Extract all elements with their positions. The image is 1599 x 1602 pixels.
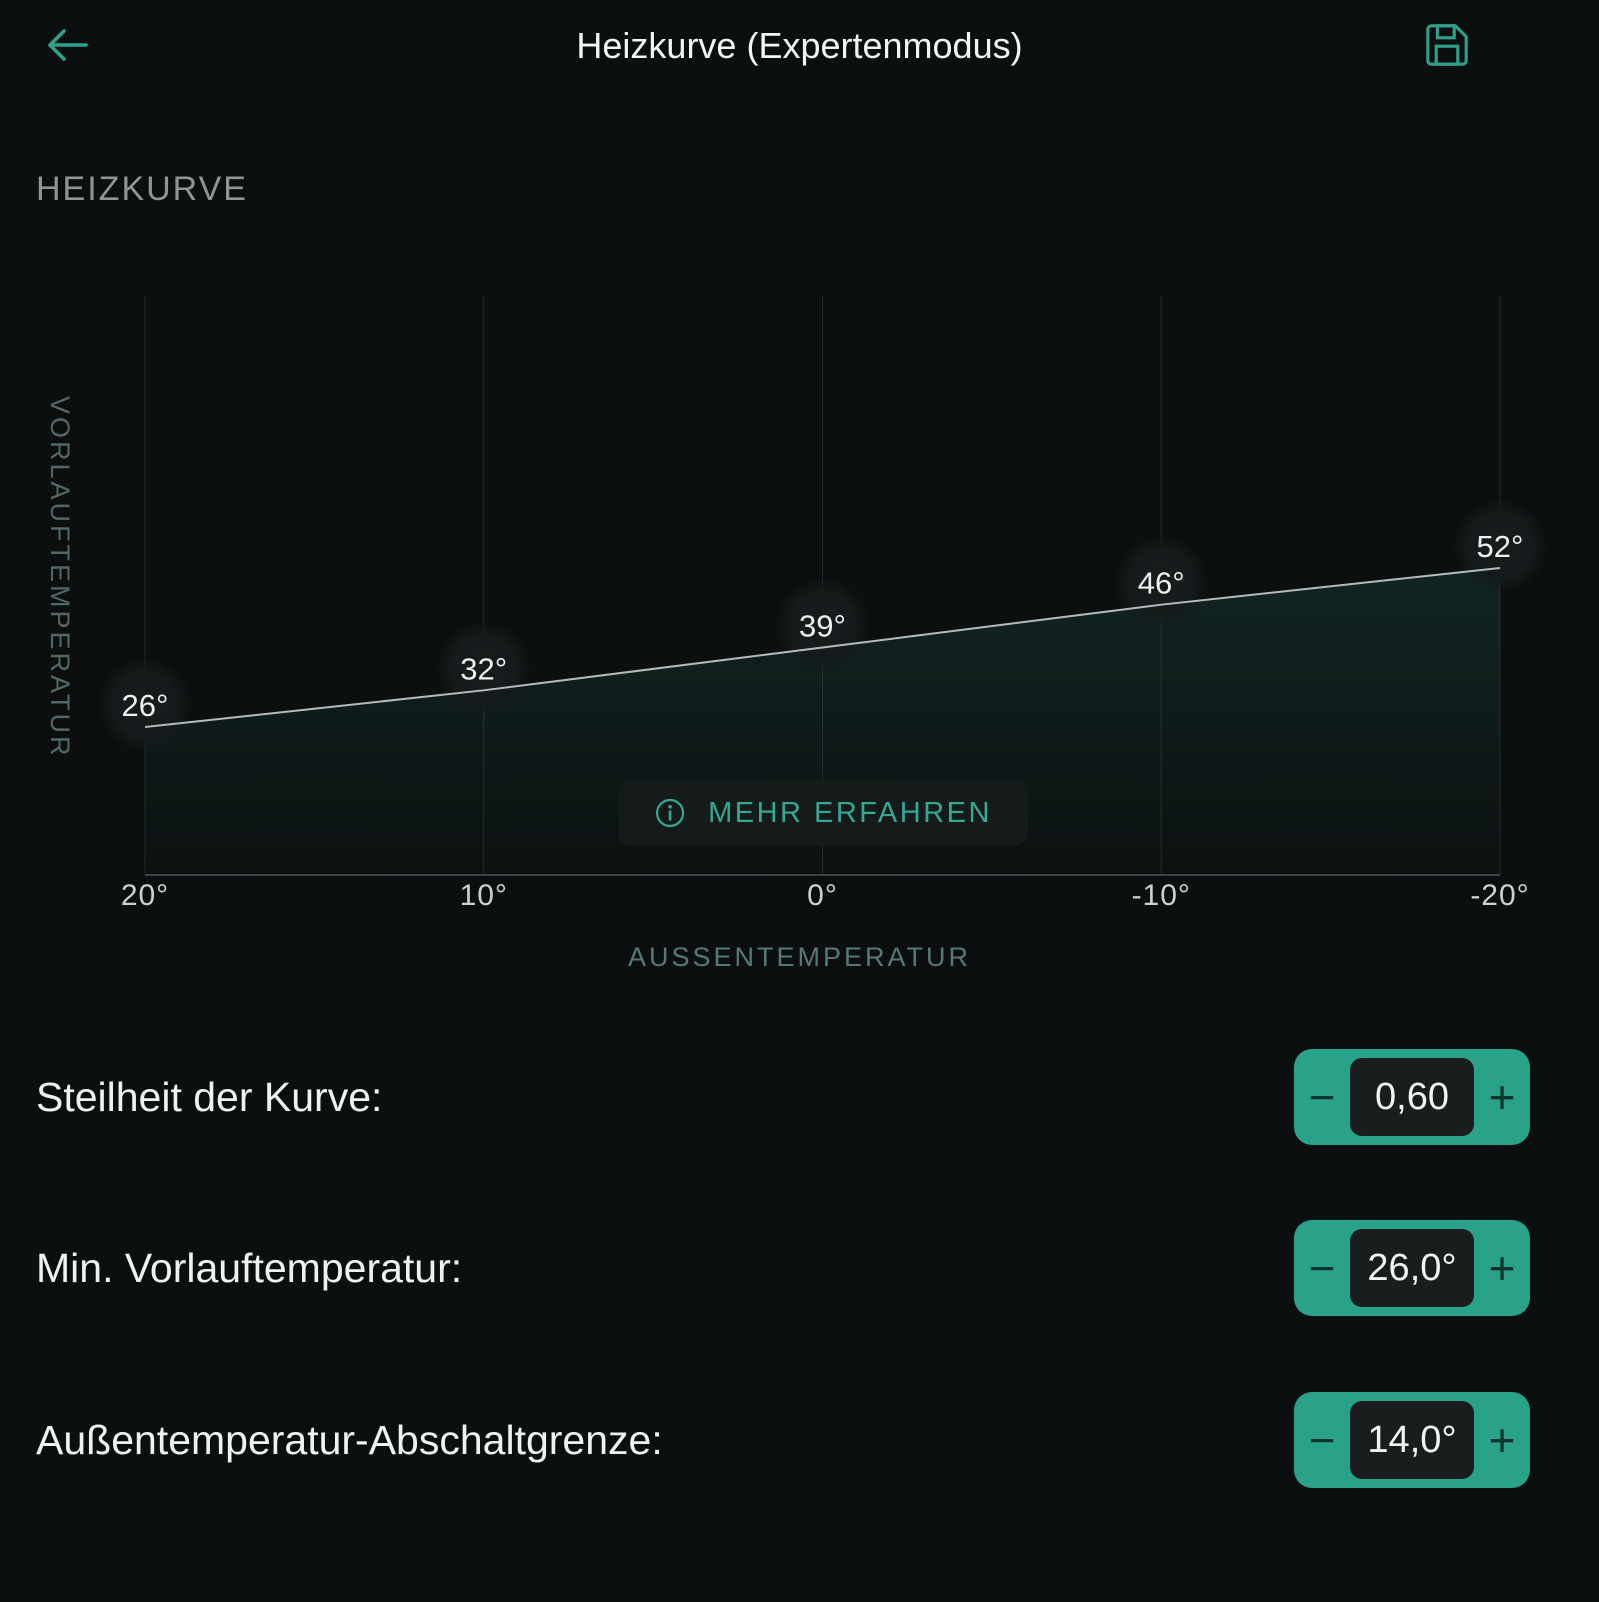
point-halo [1113, 534, 1210, 631]
x-tick-label: -10° [1132, 879, 1191, 912]
save-icon [1423, 24, 1471, 72]
point-halo [97, 657, 193, 753]
x-tick-label: 0° [807, 879, 838, 912]
page-title: Heizkurve (Expertenmodus) [576, 25, 1023, 66]
abschaltgrenze-stepper: − 14,0° + [1294, 1392, 1530, 1488]
point-label: 39° [799, 609, 846, 644]
min-vorlauftemperatur-decrement-button[interactable]: − [1294, 1220, 1350, 1316]
min-vorlauftemperatur-stepper: − 26,0° + [1294, 1220, 1530, 1316]
save-button[interactable] [1423, 21, 1471, 69]
min-vorlauftemperatur-value: 26,0° [1350, 1229, 1474, 1307]
steilheit-value: 0,60 [1350, 1058, 1474, 1136]
setting-label-abschaltgrenze: Außentemperatur-Abschaltgrenze: [36, 1416, 663, 1463]
setting-row-steilheit: Steilheit der Kurve: − 0,60 + [36, 1049, 1530, 1145]
point-label: 26° [122, 688, 169, 723]
steilheit-increment-button[interactable]: + [1474, 1049, 1530, 1145]
setting-row-abschaltgrenze: Außentemperatur-Abschaltgrenze: − 14,0° … [36, 1392, 1530, 1488]
point-label: 46° [1138, 566, 1185, 601]
x-tick-label: 20° [121, 879, 169, 912]
info-icon [654, 797, 686, 829]
steilheit-stepper: − 0,60 + [1294, 1049, 1530, 1145]
abschaltgrenze-decrement-button[interactable]: − [1294, 1392, 1350, 1488]
point-label: 52° [1477, 529, 1524, 564]
setting-label-min-vorlauftemperatur: Min. Vorlauftemperatur: [36, 1244, 463, 1291]
abschaltgrenze-increment-button[interactable]: + [1474, 1392, 1530, 1488]
section-title: HEIZKURVE [36, 170, 248, 208]
point-halo [774, 577, 871, 674]
steilheit-decrement-button[interactable]: − [1294, 1049, 1350, 1145]
curve-area [145, 568, 1500, 875]
top-bar: Heizkurve (Expertenmodus) [0, 0, 1599, 92]
min-vorlauftemperatur-increment-button[interactable]: + [1474, 1220, 1530, 1316]
mehr-erfahren-button[interactable]: MEHR ERFAHREN [618, 780, 1028, 846]
back-button[interactable] [42, 20, 92, 70]
point-label: 32° [460, 651, 507, 686]
setting-label-steilheit: Steilheit der Kurve: [36, 1073, 383, 1120]
x-tick-label: -20° [1470, 879, 1529, 912]
abschaltgrenze-value: 14,0° [1350, 1401, 1474, 1479]
arrow-left-icon [42, 29, 92, 73]
curve-line [144, 567, 1501, 728]
x-tick-label: 10° [460, 879, 508, 912]
heizkurve-chart: 26° 32° 39° 46° 52° 20° 10° 0° -10° -20° [97, 295, 1548, 912]
chart-area: 26° 32° 39° 46° 52° 20° 10° 0° -10° -20° VORLAUFT… [0, 290, 1599, 990]
y-axis-label: VORLAUFTEMPERATUR [45, 396, 75, 759]
mehr-erfahren-label: MEHR ERFAHREN [708, 796, 992, 829]
setting-row-min-vorlauftemperatur: Min. Vorlauftemperatur: − 26,0° + [36, 1220, 1530, 1316]
x-axis-label: AUSSENTEMPERATUR [627, 942, 972, 972]
